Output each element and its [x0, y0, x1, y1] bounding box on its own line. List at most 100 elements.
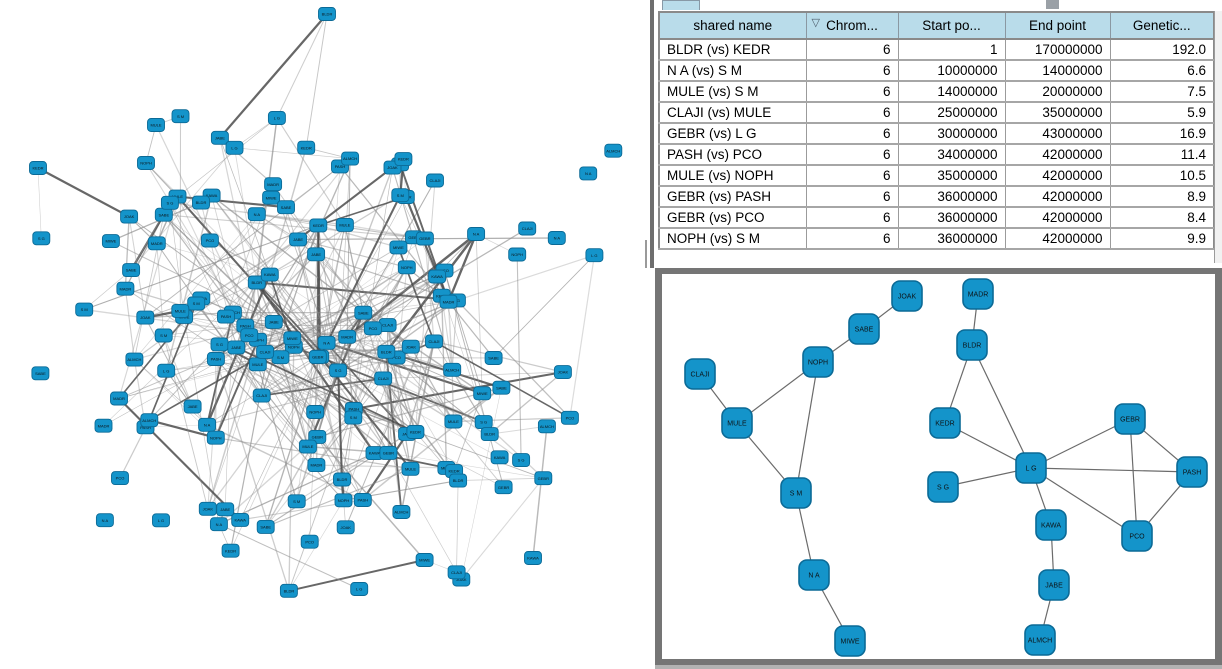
network-node-NA[interactable]: N A — [798, 559, 830, 591]
table-cell[interactable]: MULE (vs) NOPH — [658, 164, 807, 187]
table-cell[interactable]: 34000000 — [897, 143, 1006, 166]
network-node-GEBR[interactable]: GEBR — [1114, 403, 1146, 435]
table-row[interactable]: N A (vs) S M 6 10000000 14000000 6.6 — [658, 59, 1215, 82]
network-node-KEDR[interactable]: KEDR — [929, 407, 961, 439]
network-node[interactable]: CLAJI — [518, 221, 537, 236]
network-node[interactable]: JABE — [216, 502, 235, 517]
table-cell[interactable]: 36000000 — [897, 206, 1006, 229]
network-node[interactable]: L G — [350, 582, 369, 596]
table-cell[interactable]: 1 — [897, 38, 1006, 61]
table-vertical-scrollbar[interactable] — [1214, 11, 1222, 263]
network-node[interactable]: BLDR — [480, 427, 499, 442]
network-node[interactable]: NOPH — [137, 156, 155, 170]
table-cell[interactable]: 35000000 — [1004, 101, 1111, 124]
column-header-end-point[interactable]: End point — [1004, 11, 1111, 40]
network-node-NOPH[interactable]: NOPH — [802, 346, 834, 378]
network-node[interactable]: SABE — [277, 200, 295, 215]
network-edge-LG-PCO[interactable] — [1030, 467, 1138, 537]
network-node[interactable]: CLAJI — [256, 344, 275, 359]
network-node[interactable]: CLAJI — [426, 173, 444, 188]
table-cell[interactable]: GEBR (vs) PASH — [658, 185, 807, 208]
table-cell[interactable]: 170000000 — [1004, 38, 1111, 61]
table-cell[interactable]: 43000000 — [1004, 122, 1111, 145]
network-node[interactable]: GEBR — [379, 445, 398, 460]
table-row[interactable]: GEBR (vs) PASH 6 36000000 42000000 8.9 — [658, 185, 1215, 208]
network-node[interactable]: S M — [344, 410, 363, 425]
table-cell[interactable]: 42000000 — [1004, 185, 1111, 208]
network-node[interactable]: JOAK — [136, 310, 155, 325]
network-node[interactable]: CLAJI — [425, 334, 443, 349]
network-edge-LG-GEBR[interactable] — [1030, 418, 1131, 469]
network-node[interactable]: ALMCH — [140, 413, 159, 428]
table-cell[interactable]: GEBR (vs) L G — [658, 122, 807, 145]
table-row[interactable]: GEBR (vs) PCO 6 36000000 42000000 8.4 — [658, 206, 1215, 229]
network-node[interactable]: BLDR — [279, 583, 298, 598]
network-node[interactable]: N A — [209, 517, 228, 532]
network-node[interactable]: MULE — [147, 118, 165, 132]
network-node[interactable]: PCO — [240, 328, 259, 343]
network-node[interactable]: ALMCH — [392, 505, 411, 519]
network-node[interactable]: NOPH — [508, 247, 527, 262]
table-row[interactable]: MULE (vs) NOPH 6 35000000 42000000 10.5 — [658, 164, 1215, 187]
table-cell[interactable]: 6 — [805, 185, 899, 208]
network-node[interactable]: MIWE — [389, 240, 408, 255]
network-node[interactable]: JOAK — [553, 365, 572, 380]
network-node[interactable]: MADR — [264, 177, 283, 192]
network-node[interactable]: JABE — [210, 130, 229, 145]
network-node[interactable]: PASH — [353, 493, 372, 507]
network-node[interactable]: L G — [157, 363, 176, 378]
table-cell[interactable]: GEBR (vs) PCO — [658, 206, 807, 229]
network-node[interactable]: BLDR — [377, 344, 396, 359]
network-node[interactable]: L G — [267, 111, 286, 125]
network-node-JOAK[interactable]: JOAK — [891, 280, 923, 312]
network-node-SM[interactable]: S M — [780, 477, 812, 509]
network-edge-BLDR-LG[interactable] — [971, 344, 1032, 469]
table-cell[interactable]: 6 — [805, 227, 899, 250]
network-node[interactable]: JABE — [289, 232, 308, 247]
network-node[interactable]: PCO — [200, 233, 219, 248]
network-node[interactable]: CLAJI — [252, 388, 271, 403]
network-node[interactable]: SABE — [31, 366, 50, 381]
table-cell[interactable]: MULE (vs) S M — [658, 80, 807, 103]
table-hscroll-stub[interactable] — [1046, 0, 1059, 9]
table-cell[interactable]: CLAJI (vs) MULE — [658, 101, 807, 124]
panel-divider[interactable] — [650, 0, 654, 268]
network-node[interactable]: NOPH — [206, 430, 225, 445]
network-node[interactable]: ALMCH — [537, 419, 556, 434]
network-node[interactable]: N A — [467, 227, 486, 241]
table-row[interactable]: GEBR (vs) L G 6 30000000 43000000 16.9 — [658, 122, 1215, 145]
network-node[interactable]: MIWE — [101, 234, 120, 249]
table-cell[interactable]: 42000000 — [1004, 143, 1111, 166]
network-node[interactable]: MULE — [171, 303, 190, 318]
network-node-MULE[interactable]: MULE — [721, 407, 753, 439]
network-node[interactable]: PCO — [111, 471, 129, 486]
network-node[interactable]: ALMCH — [443, 362, 462, 377]
network-node[interactable]: GEBR — [534, 471, 553, 486]
network-node[interactable]: S G — [512, 453, 531, 468]
table-cell[interactable]: 8.4 — [1109, 206, 1215, 229]
network-node[interactable]: BLDR — [318, 7, 336, 21]
table-cell[interactable]: 6 — [805, 101, 899, 124]
table-cell[interactable]: 6 — [805, 143, 899, 166]
table-cell[interactable]: 16.9 — [1109, 122, 1215, 145]
network-node[interactable]: MADR — [147, 236, 166, 251]
network-node-ALMCH[interactable]: ALMCH — [1024, 624, 1056, 656]
network-node[interactable]: GEBR — [308, 350, 327, 364]
network-node[interactable]: KEDR — [406, 425, 425, 439]
network-node[interactable]: JOAK — [120, 209, 139, 224]
table-tab-stub[interactable] — [662, 0, 700, 10]
network-node-SG[interactable]: S G — [927, 471, 959, 503]
table-cell[interactable]: 35000000 — [897, 164, 1006, 187]
network-node-KAWA[interactable]: KAWA — [1035, 509, 1067, 541]
network-node[interactable]: JABE — [307, 247, 326, 262]
network-node[interactable]: MIWE — [262, 190, 281, 205]
network-node[interactable]: PASH — [206, 352, 225, 366]
network-node[interactable]: NOPH — [306, 405, 325, 419]
table-cell[interactable]: PASH (vs) PCO — [658, 143, 807, 166]
network-node[interactable]: S G — [474, 415, 493, 430]
network-node[interactable]: BLDR — [247, 275, 266, 290]
network-edge-LG-PASH[interactable] — [1030, 467, 1193, 473]
network-node[interactable]: S G — [210, 337, 229, 352]
network-node[interactable]: N A — [547, 231, 566, 245]
network-node[interactable]: L G — [225, 140, 244, 155]
